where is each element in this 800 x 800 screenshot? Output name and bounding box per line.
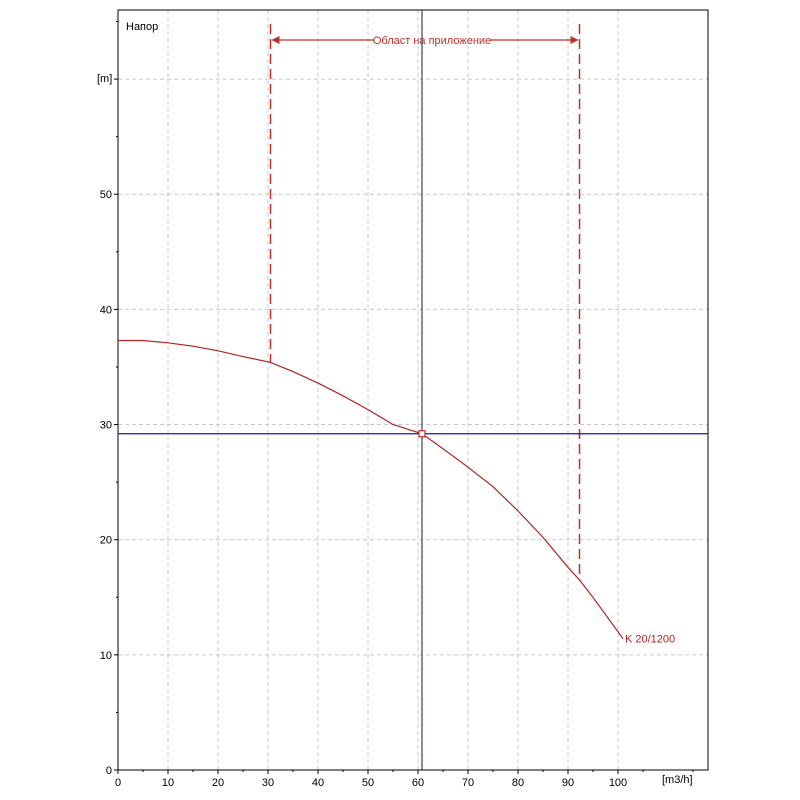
x-tick-label: 40 xyxy=(312,777,324,789)
y-tick-label: 0 xyxy=(106,765,112,777)
plot-frame xyxy=(117,9,709,771)
x-tick-label: 60 xyxy=(412,777,424,789)
x-tick-label: 50 xyxy=(362,777,374,789)
range-label: Област на приложение xyxy=(373,35,491,47)
series xyxy=(118,339,624,640)
labels: K 20/1200 xyxy=(625,634,675,646)
x-tick-label: 90 xyxy=(562,777,574,789)
range-arrow-left xyxy=(271,36,280,44)
y-tick-label: 40 xyxy=(100,304,112,316)
x-tick-label: 100 xyxy=(609,777,627,789)
range-label-bg xyxy=(374,33,490,46)
y-tick-label: 20 xyxy=(100,535,112,547)
x-tick-label: 30 xyxy=(262,777,274,789)
y-tick-label: 10 xyxy=(100,650,112,662)
x-tick-label: 80 xyxy=(512,777,524,789)
x-tick-label: 10 xyxy=(162,777,174,789)
operating-point-marker xyxy=(418,430,426,438)
chart-title: Напор xyxy=(126,21,158,33)
series-line-k20-1200 xyxy=(118,339,624,640)
operating-point-lines xyxy=(118,10,708,770)
series-label: K 20/1200 xyxy=(625,634,675,646)
x-axis-label: [m3/h] xyxy=(662,774,693,786)
x-tick-label: 20 xyxy=(212,777,224,789)
axis-ticks: 0 10 20 30 40 50 60 70 80 90 100 0 10 20 30 40 50 xyxy=(100,21,694,789)
application-range: Област на приложение xyxy=(269,24,581,580)
range-arrow-right xyxy=(570,36,579,44)
y-axis-label: [m] xyxy=(97,73,112,85)
x-tick-label: 0 xyxy=(115,777,121,789)
x-tick-label: 70 xyxy=(462,777,474,789)
grid xyxy=(118,10,708,770)
y-tick-label: 50 xyxy=(100,189,112,201)
y-tick-label: 30 xyxy=(100,420,112,432)
